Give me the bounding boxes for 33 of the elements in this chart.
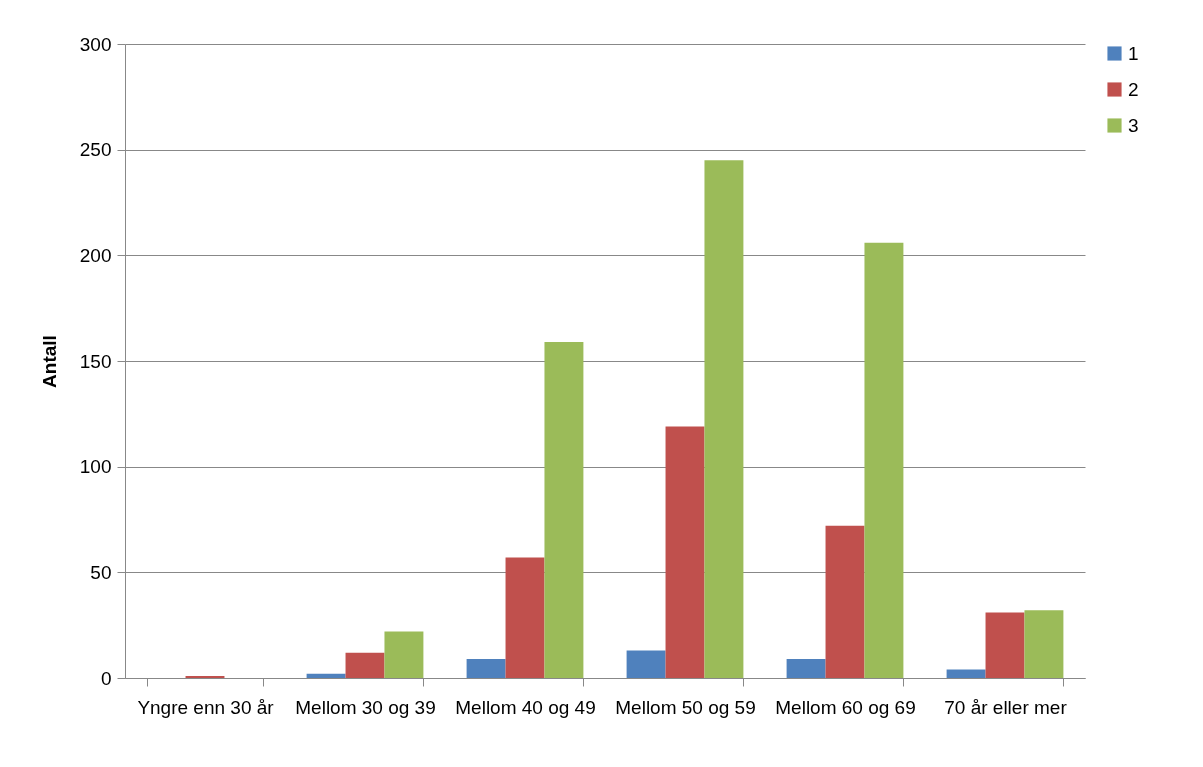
bar <box>704 160 744 678</box>
bar <box>1024 610 1064 678</box>
bar <box>544 341 584 678</box>
bar <box>185 675 225 678</box>
x-tick-label: Mellom 30 og 39 <box>295 696 436 718</box>
y-tick-label: 300 <box>79 33 112 55</box>
bar <box>306 673 346 678</box>
y-tick-label: 0 <box>100 667 112 689</box>
legend-label: 1 <box>1128 42 1139 64</box>
y-tick-label: 250 <box>79 139 112 161</box>
legend-label: 3 <box>1128 114 1139 136</box>
bar <box>665 426 705 678</box>
y-axis-title: Antall <box>38 335 60 388</box>
y-tick-label: 200 <box>79 244 112 266</box>
bar <box>825 525 865 678</box>
bar <box>946 669 986 678</box>
y-tick-label: 50 <box>90 561 112 583</box>
bar <box>384 631 424 678</box>
y-tick-label: 100 <box>79 456 112 478</box>
bar <box>985 612 1025 678</box>
legend-label: 2 <box>1128 78 1139 100</box>
bar <box>864 242 904 678</box>
bar <box>505 557 545 678</box>
bar <box>345 652 385 678</box>
x-tick-label: Yngre enn 30 år <box>137 696 275 718</box>
y-tick-label: 150 <box>79 350 112 372</box>
bar <box>626 650 666 678</box>
x-tick-label: Mellom 40 og 49 <box>455 696 596 718</box>
x-tick-label: Mellom 60 og 69 <box>775 696 916 718</box>
x-tick-label: 70 år eller mer <box>944 696 1068 718</box>
x-tick-label: Mellom 50 og 59 <box>615 696 756 718</box>
bar <box>466 658 506 678</box>
bar <box>786 658 826 678</box>
